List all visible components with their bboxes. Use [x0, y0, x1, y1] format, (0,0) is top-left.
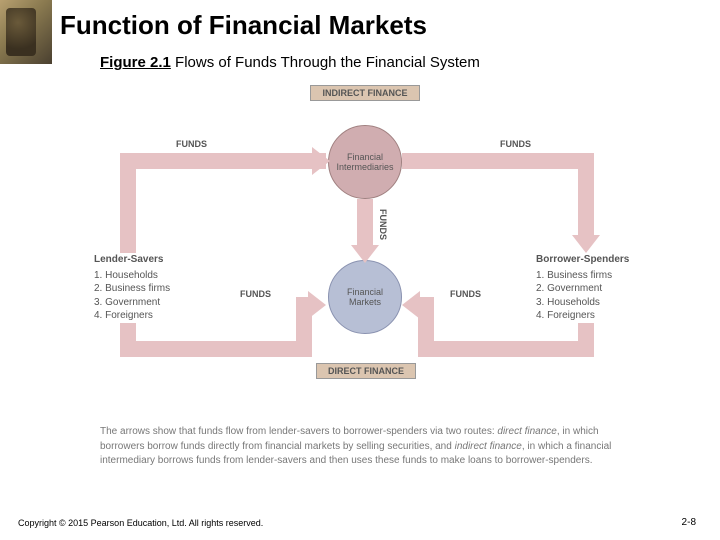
funds-label-vertical: FUNDS [378, 209, 388, 240]
slide-title: Function of Financial Markets [60, 10, 427, 41]
arrow-down-icon [572, 235, 600, 253]
arrow-left-helper [402, 291, 420, 319]
lenders-box: Lender-Savers 1. Households 2. Business … [94, 253, 170, 323]
flow-line [578, 323, 594, 357]
caption-text: The arrows show that funds flow from len… [100, 426, 497, 437]
list-item: 2. Business firms [94, 282, 170, 296]
flow-line [120, 153, 326, 169]
flow-diagram: INDIRECT FINANCE Financial Intermediarie… [80, 85, 640, 420]
page-number: 2-8 [682, 517, 696, 528]
list-item: 2. Government [536, 282, 629, 296]
flow-line [578, 153, 594, 239]
funds-label: FUNDS [176, 139, 207, 149]
list-item: 1. Households [94, 269, 170, 283]
arrow-right-icon [308, 291, 326, 319]
direct-finance-badge: DIRECT FINANCE [316, 363, 416, 379]
flow-line [418, 341, 594, 357]
arrow-down-icon [351, 245, 379, 263]
funds-label: FUNDS [500, 139, 531, 149]
borrowers-box: Borrower-Spenders 1. Business firms 2. G… [536, 253, 629, 323]
list-item: 4. Foreigners [536, 309, 629, 323]
slide-thumbnail-image [0, 0, 52, 64]
flow-line [120, 341, 312, 357]
figure-caption: The arrows show that funds flow from len… [100, 425, 640, 469]
flow-line [357, 199, 373, 249]
arrow-right-icon [312, 147, 330, 175]
markets-label: Financial Markets [347, 287, 383, 308]
figure-number: Figure 2.1 [100, 54, 171, 71]
copyright-footer: Copyright © 2015 Pearson Education, Ltd.… [18, 518, 263, 528]
indirect-finance-badge: INDIRECT FINANCE [310, 85, 420, 101]
flow-line [402, 153, 594, 169]
intermediaries-node: Financial Intermediaries [328, 125, 402, 199]
lenders-header: Lender-Savers [94, 253, 170, 267]
list-item: 1. Business firms [536, 269, 629, 283]
borrowers-header: Borrower-Spenders [536, 253, 629, 267]
list-item: 4. Foreigners [94, 309, 170, 323]
figure-title: Flows of Funds Through the Financial Sys… [175, 54, 480, 71]
caption-italic: indirect finance [455, 441, 522, 452]
figure-subtitle: Figure 2.1 Flows of Funds Through the Fi… [100, 54, 480, 71]
markets-node: Financial Markets [328, 260, 402, 334]
intermediaries-label: Financial Intermediaries [336, 152, 393, 173]
funds-label: FUNDS [240, 289, 271, 299]
funds-label: FUNDS [450, 289, 481, 299]
list-item: 3. Households [536, 296, 629, 310]
caption-italic: direct finance [497, 426, 556, 437]
list-item: 3. Government [94, 296, 170, 310]
